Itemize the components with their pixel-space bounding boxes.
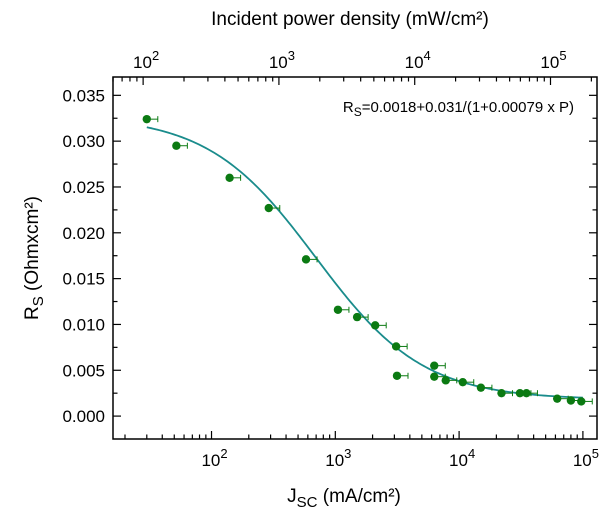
data-point-group [391, 342, 408, 351]
data-point [264, 203, 273, 213]
top-tick-label-exp: 4 [424, 48, 431, 63]
fit-curve [146, 126, 583, 399]
plot-frame [112, 76, 598, 440]
data-point-group [142, 114, 159, 124]
data-point [430, 372, 439, 381]
x-axis-title: JSC (mA/cm²) [287, 486, 401, 511]
data-point [566, 396, 576, 405]
data-point [142, 114, 151, 124]
data-point-group [430, 361, 446, 370]
y-axis-title-main: R [22, 306, 43, 320]
y-tick-label: 0.010 [62, 315, 105, 334]
data-point [352, 312, 362, 322]
y-axis-title-sub: S [30, 296, 47, 306]
annotation-main: R [343, 99, 354, 116]
data-point-group [392, 371, 409, 380]
data-point-group [497, 388, 513, 398]
annotation-rest: =0.0018+0.031/(1+0.00079 x P) [362, 99, 574, 116]
data-point-group [352, 312, 369, 322]
x-tick-label-base: 10 [573, 451, 592, 470]
data-point [225, 173, 234, 183]
x-tick-label: 104 [449, 446, 475, 470]
data-point [333, 305, 343, 314]
data-point [458, 377, 467, 387]
annotation-sub: S [354, 105, 362, 119]
top-tick-label-base: 10 [269, 53, 288, 72]
x-tick-label-exp: 5 [592, 446, 599, 461]
y-tick-label: 0.000 [62, 407, 105, 426]
data-point [301, 255, 311, 264]
data-point [497, 388, 506, 398]
data-point [522, 388, 531, 398]
top-tick-label-exp: 2 [152, 48, 159, 63]
y-tick-label: 0.020 [62, 224, 105, 243]
data-point-group [301, 255, 318, 264]
data-point-group [577, 397, 593, 406]
data-point-group [264, 203, 281, 213]
data-point-group [172, 141, 188, 150]
x-tick-label: 102 [201, 446, 227, 470]
y-tick-label: 0.025 [62, 178, 105, 197]
data-point-group [522, 388, 538, 398]
data-point [172, 141, 181, 150]
x-tick-label: 105 [573, 446, 599, 470]
fit-layer [146, 126, 583, 399]
top-tick-label: 103 [269, 48, 295, 72]
data-point-group [333, 305, 350, 314]
fit-equation-annotation: RS=0.0018+0.031/(1+0.00079 x P) [343, 99, 574, 119]
y-tick-label: 0.005 [62, 361, 105, 380]
points-layer [142, 114, 593, 406]
top-tick-label-exp: 3 [288, 48, 295, 63]
y-axis-title: RS (Ohmxcm²) [22, 196, 47, 320]
data-point [430, 361, 439, 370]
data-point [391, 342, 401, 351]
data-point-group [371, 321, 387, 330]
x-tick-label-base: 10 [325, 451, 344, 470]
top-tick-label-base: 10 [540, 53, 559, 72]
data-point [441, 376, 450, 385]
y-tick-label: 0.030 [62, 132, 105, 151]
x-tick-label-exp: 4 [468, 446, 475, 461]
y-tick-label: 0.035 [62, 86, 105, 105]
x-tick-label-base: 10 [449, 451, 468, 470]
x-tick-label-exp: 3 [344, 446, 351, 461]
top-tick-label: 102 [133, 48, 159, 72]
data-point [515, 388, 525, 398]
data-point [476, 383, 486, 392]
x-tick-label-base: 10 [201, 451, 220, 470]
top-tick-label-base: 10 [133, 53, 152, 72]
top-tick-label: 104 [405, 48, 431, 72]
data-point-group [225, 173, 242, 183]
ticks-layer [112, 77, 597, 439]
data-point [371, 321, 380, 330]
x-axis-title-sub: SC [297, 494, 318, 511]
x-axis-title-unit: (mA/cm²) [317, 486, 400, 507]
top-axis-title: Incident power density (mW/cm²) [211, 9, 489, 30]
top-tick-label: 105 [540, 48, 566, 72]
data-point-group [441, 376, 458, 385]
x-tick-label: 103 [325, 446, 351, 470]
x-tick-label-exp: 2 [220, 446, 227, 461]
data-point [392, 371, 402, 380]
data-point-group [458, 377, 475, 387]
top-tick-label-exp: 5 [559, 48, 566, 63]
y-axis-title-unit: (Ohmxcm²) [22, 196, 43, 296]
y-tick-label: 0.015 [62, 270, 105, 289]
top-tick-label-base: 10 [405, 53, 424, 72]
data-point [552, 394, 562, 403]
data-point-group [476, 383, 493, 392]
x-axis-title-main: J [287, 486, 297, 507]
data-point [577, 397, 586, 406]
